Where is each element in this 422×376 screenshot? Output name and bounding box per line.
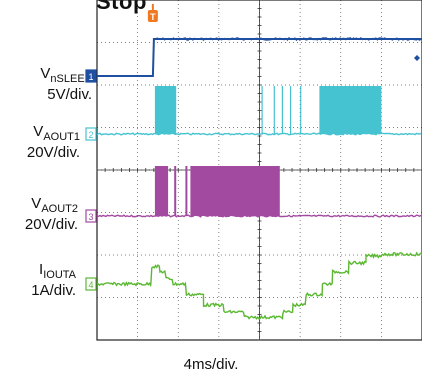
channel-marker-label-nsleep: 1 — [88, 72, 93, 82]
trigger-marker — [147, 10, 158, 22]
trace-aout1-burst — [300, 86, 302, 134]
traces — [96, 36, 422, 320]
trace-aout1-burst — [261, 86, 263, 134]
trace-aout2-baseline — [96, 214, 422, 218]
channel-label-iouta: IIOUTA 1A/div. — [31, 261, 76, 299]
trace-aout2-burst — [174, 166, 177, 216]
trace-aout1-burst — [154, 86, 177, 134]
trace-aout2-burst — [185, 166, 188, 216]
channel-label-aout2: VAOUT2 20V/div. — [24, 195, 78, 233]
trace-aout1-burst — [319, 86, 382, 134]
chart-title-fragment: Stop — [96, 0, 147, 14]
trace-aout2-burst — [154, 166, 169, 216]
channel-marker-nsleep — [85, 69, 97, 83]
channel-marker-label-aout2: 3 — [88, 212, 93, 222]
trace-aout2-burst — [190, 166, 280, 216]
trigger-marker-label: T — [150, 12, 156, 22]
channel-label-nsleep: VnSLEEP 5V/div. — [40, 65, 92, 103]
trace-iouta — [96, 251, 422, 320]
timebase-label: 4ms/div. — [183, 356, 239, 373]
channel-markers: 1 2 3 4 T — [85, 4, 420, 291]
channel-marker-aout2 — [85, 209, 97, 223]
channel-marker-aout1 — [85, 127, 97, 141]
trace-aout1-burst — [290, 86, 292, 134]
ch1-right-indicator — [414, 55, 420, 61]
channel-marker-label-aout1: 2 — [88, 130, 93, 140]
trace-aout1-burst — [273, 86, 275, 134]
channel-label-aout1: VAOUT1 20V/div. — [26, 123, 80, 161]
channel-marker-label-iouta: 4 — [88, 280, 93, 290]
channel-marker-iouta — [85, 277, 97, 291]
trace-nsleep-noise — [153, 36, 422, 42]
trace-aout1-burst — [281, 86, 283, 134]
